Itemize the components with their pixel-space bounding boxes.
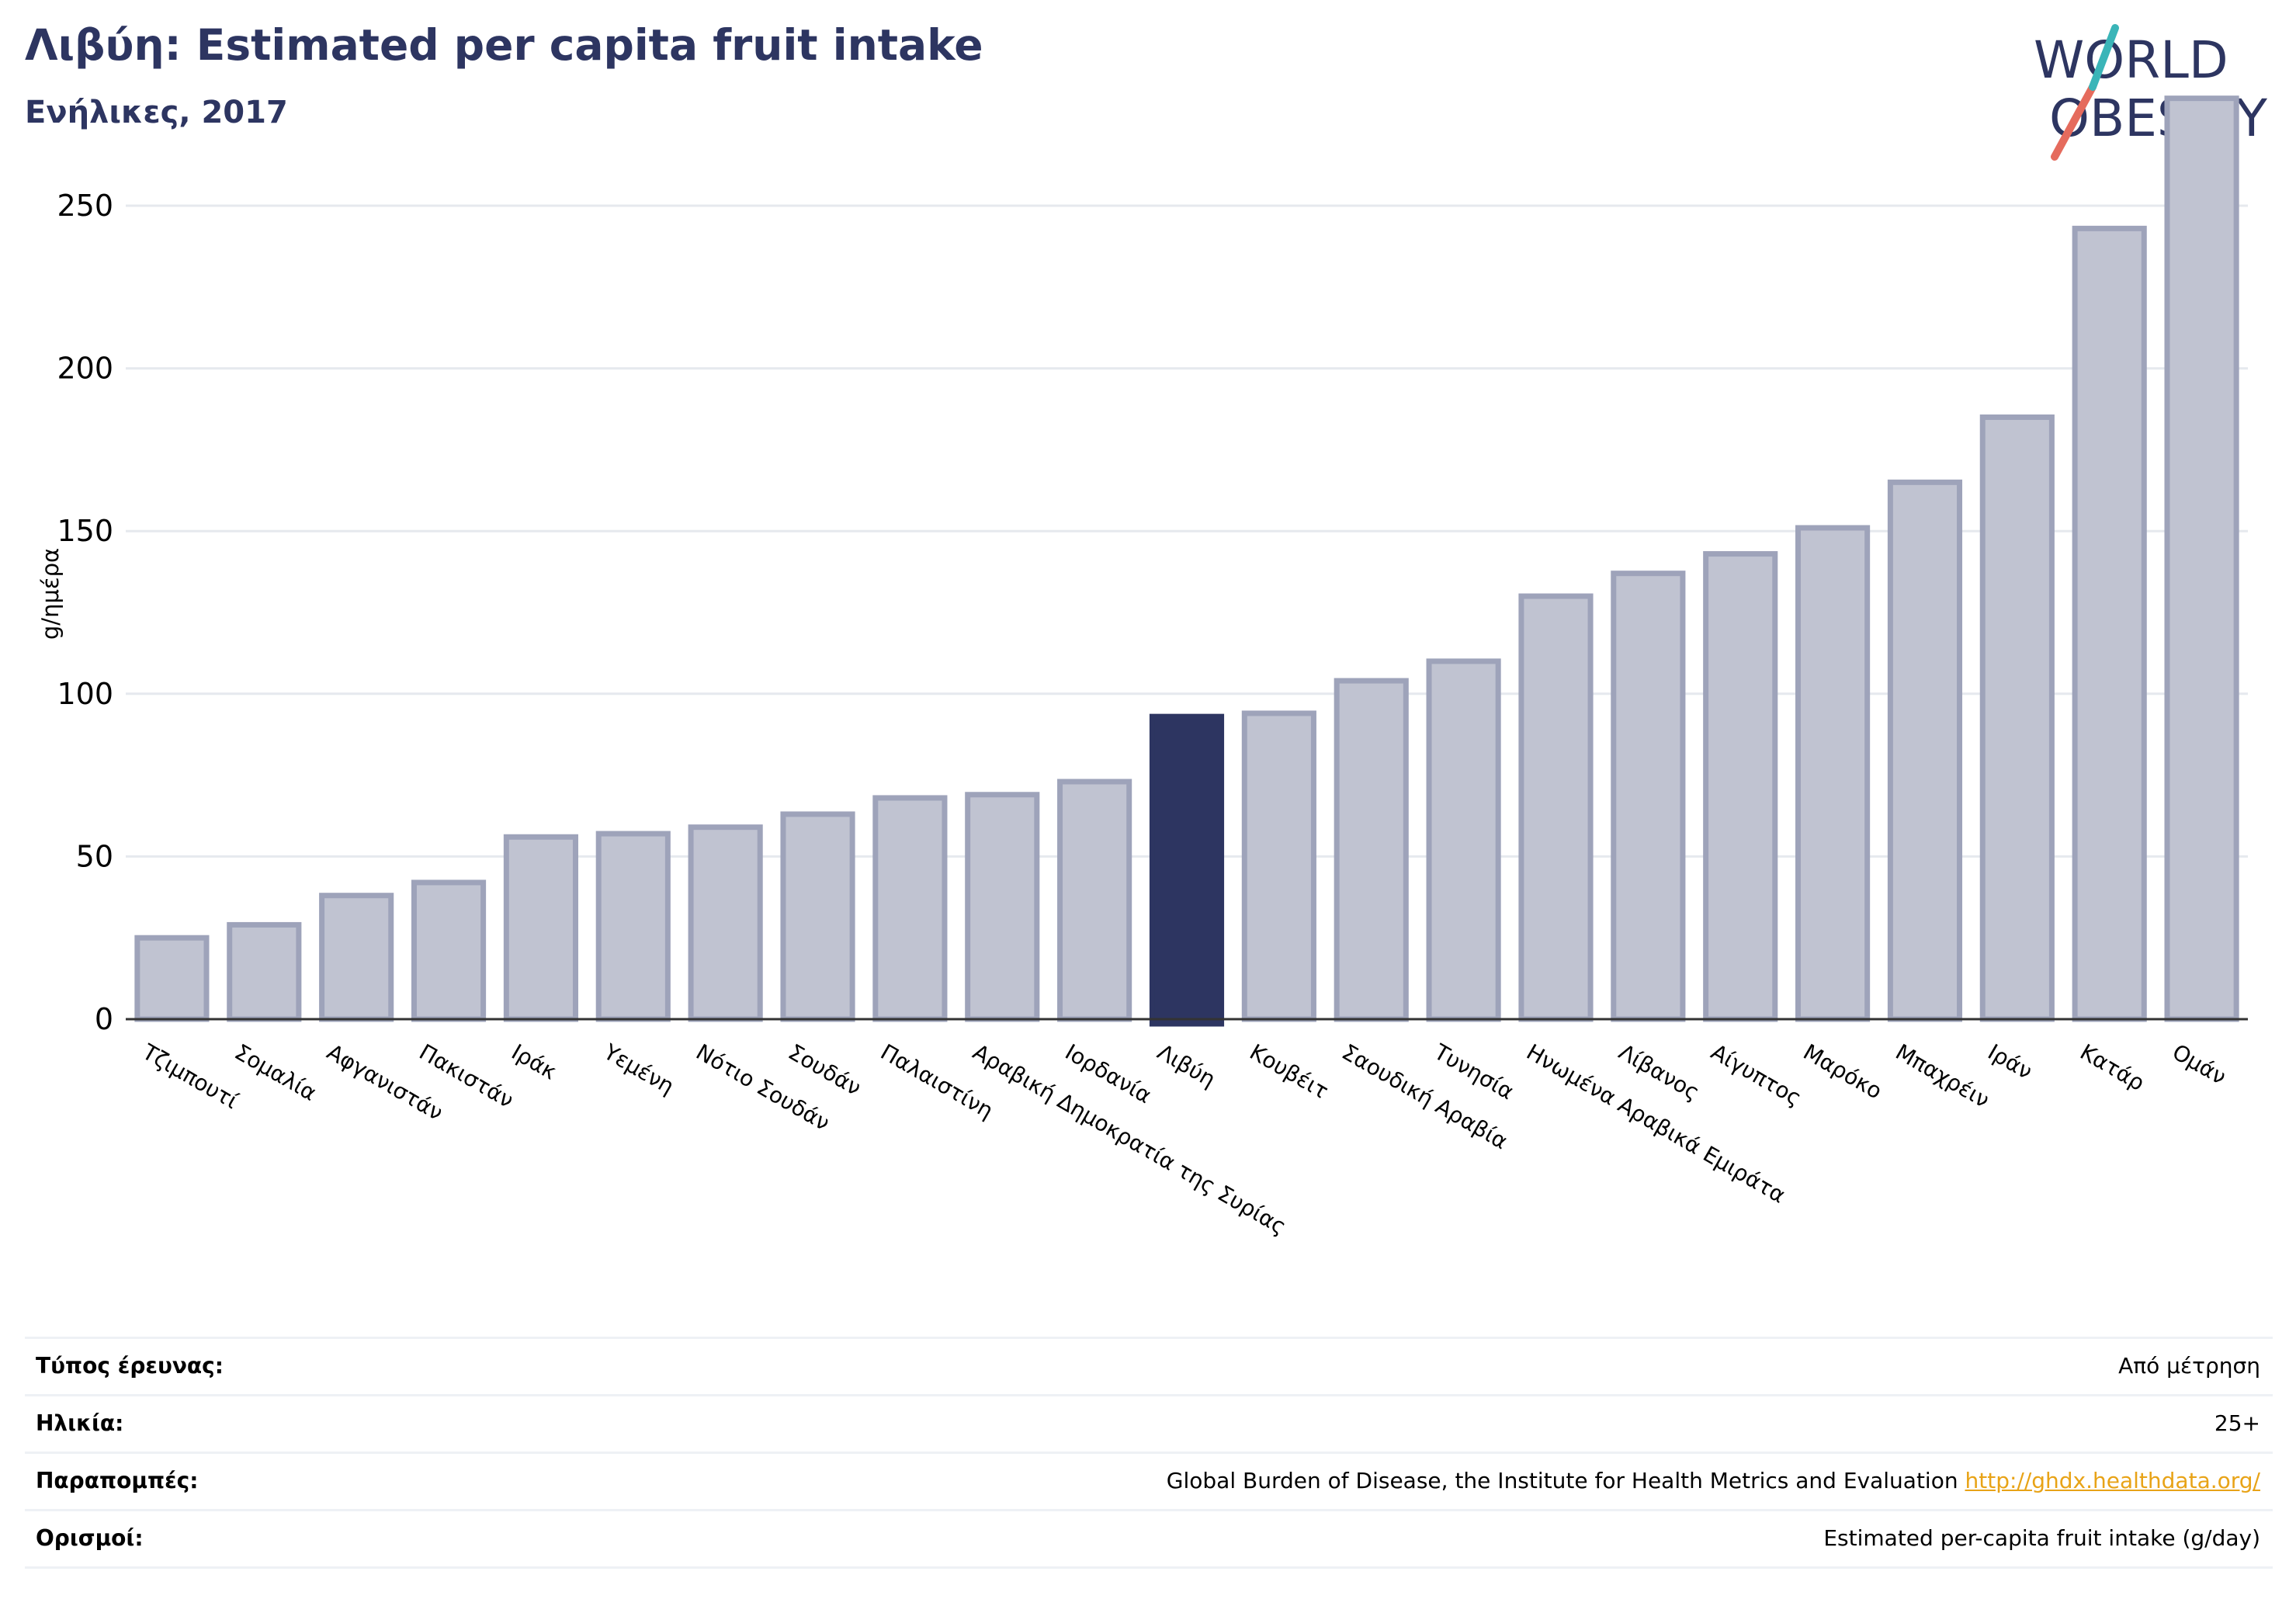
logo-slash-teal bbox=[2089, 24, 2119, 91]
x-tick-label: Τζιμπουτί bbox=[137, 1039, 243, 1114]
bar-14[interactable] bbox=[1334, 678, 1409, 1022]
bar-4[interactable] bbox=[411, 879, 487, 1022]
info-value: 25+ bbox=[2214, 1410, 2260, 1436]
x-tick-label: Σαουδική Αραβία bbox=[1337, 1039, 1512, 1154]
bar-8[interactable] bbox=[780, 811, 855, 1022]
bar-2[interactable] bbox=[227, 921, 302, 1022]
bar-11[interactable] bbox=[1057, 779, 1132, 1022]
bar-10[interactable] bbox=[965, 792, 1040, 1022]
bar-1[interactable] bbox=[134, 935, 210, 1022]
info-label: Παραπομπές: bbox=[36, 1468, 199, 1493]
y-tick-label: 50 bbox=[76, 839, 113, 873]
x-tick-label: Μπαχρέιν bbox=[1891, 1039, 1993, 1112]
y-tick-labels: 0 50 100 150 200 250 bbox=[57, 189, 113, 1036]
bar-20[interactable] bbox=[1887, 479, 1963, 1022]
logo-line1: WORLD bbox=[2034, 30, 2228, 90]
bar-19[interactable] bbox=[1795, 525, 1871, 1022]
bar-9[interactable] bbox=[872, 795, 948, 1022]
bar-12[interactable] bbox=[1149, 713, 1225, 1027]
bar-3[interactable] bbox=[319, 893, 394, 1022]
x-tick-label: Υεμένη bbox=[598, 1039, 678, 1099]
y-axis-label: g/ημέρα bbox=[37, 548, 64, 640]
y-tick-label: 0 bbox=[95, 1002, 113, 1036]
x-tick-label: Αραβική Δημοκρατία της Συρίας bbox=[969, 1039, 1291, 1240]
y-tick-label: 250 bbox=[57, 189, 113, 223]
bar-5[interactable] bbox=[503, 834, 578, 1022]
x-tick-label: Μαρόκο bbox=[1799, 1039, 1887, 1104]
x-tick-label: Ομάν bbox=[2168, 1039, 2231, 1090]
info-row-definitions: Ορισμοί: Estimated per-capita fruit inta… bbox=[25, 1509, 2273, 1569]
info-label: Ορισμοί: bbox=[36, 1525, 144, 1551]
x-tick-label: Αίγυπτος bbox=[1707, 1039, 1806, 1111]
bar-18[interactable] bbox=[1703, 551, 1778, 1022]
info-table: Τύπος έρευνας: Από μέτρηση Ηλικία: 25+ Π… bbox=[25, 1337, 2273, 1569]
bar-21[interactable] bbox=[1979, 414, 2055, 1022]
info-row-references: Παραπομπές: Global Burden of Disease, th… bbox=[25, 1452, 2273, 1509]
bar-16[interactable] bbox=[1518, 593, 1594, 1022]
x-tick-label: Σομαλία bbox=[231, 1039, 321, 1105]
info-value: Από μέτρηση bbox=[2118, 1353, 2260, 1379]
x-tick-label: Κατάρ bbox=[2076, 1039, 2149, 1096]
x-tick-label: Κουβέιτ bbox=[1245, 1039, 1333, 1104]
y-tick-label: 200 bbox=[57, 352, 113, 386]
bar-23[interactable] bbox=[2164, 95, 2239, 1022]
bar-13[interactable] bbox=[1241, 710, 1316, 1022]
x-tick-label: Λιβύη bbox=[1153, 1039, 1220, 1092]
page-subtitle: Ενήλικες, 2017 bbox=[25, 95, 288, 130]
page-title: Λιβύη: Estimated per capita fruit intake bbox=[25, 20, 983, 70]
info-row-age: Ηλικία: 25+ bbox=[25, 1394, 2273, 1452]
reference-link[interactable]: http://ghdx.healthdata.org/ bbox=[1965, 1468, 2260, 1493]
bar-17[interactable] bbox=[1611, 571, 1686, 1022]
info-label: Ηλικία: bbox=[36, 1410, 124, 1436]
info-value: Estimated per-capita fruit intake (g/day… bbox=[1823, 1525, 2260, 1551]
bars bbox=[134, 95, 2239, 1027]
info-value: Global Burden of Disease, the Institute … bbox=[1166, 1468, 1965, 1493]
x-tick-label: Ιράκ bbox=[507, 1039, 560, 1084]
y-tick-label: 100 bbox=[57, 677, 113, 711]
info-label: Τύπος έρευνας: bbox=[36, 1353, 224, 1379]
info-row-survey-type: Τύπος έρευνας: Από μέτρηση bbox=[25, 1337, 2273, 1394]
bar-6[interactable] bbox=[595, 831, 671, 1022]
bar-7[interactable] bbox=[688, 824, 763, 1022]
bar-22[interactable] bbox=[2072, 225, 2147, 1022]
logo-slash-red bbox=[2051, 83, 2097, 161]
info-value-container: Global Burden of Disease, the Institute … bbox=[1167, 1468, 2260, 1493]
y-tick-label: 150 bbox=[57, 514, 113, 548]
bar-15[interactable] bbox=[1426, 658, 1501, 1022]
x-tick-label: Ιράν bbox=[1983, 1039, 2037, 1084]
